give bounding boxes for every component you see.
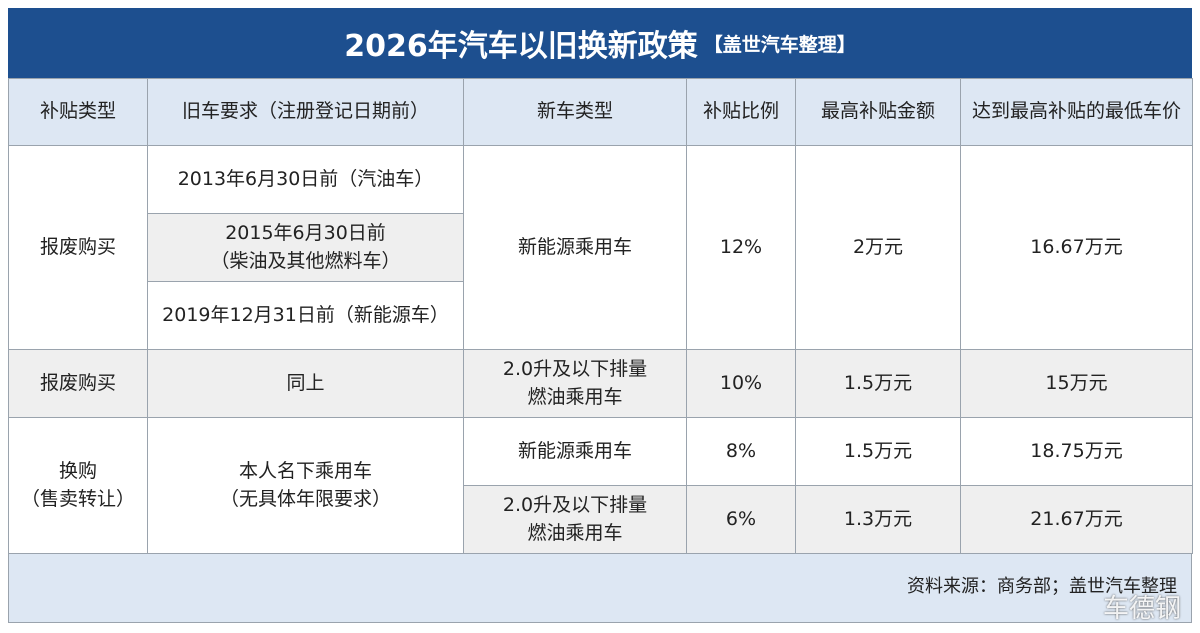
cell: 1.5万元 <box>795 349 961 418</box>
cell: 2013年6月30日前（汽油车） <box>147 145 464 214</box>
cell: 12% <box>686 145 796 350</box>
cell: 16.67万元 <box>960 145 1193 350</box>
header-cell: 补贴类型 <box>8 78 148 146</box>
cell: 报废购买 <box>8 349 148 418</box>
policy-table-card: 2026年汽车以旧换新政策 【盖世汽车整理】 补贴类型 旧车要求（注册登记日期前… <box>8 8 1193 624</box>
row: 换购 （售卖转让） 本人名下乘用车 （无具体年限要求） 新能源乘用车 8% 1.… <box>8 417 1193 554</box>
cell: 10% <box>686 349 796 418</box>
header-cell: 达到最高补贴的最低车价 <box>960 78 1193 146</box>
cell: 2.0升及以下排量 燃油乘用车 <box>463 485 687 554</box>
cell: 2019年12月31日前（新能源车） <box>147 281 464 350</box>
cell: 18.75万元 <box>960 417 1193 486</box>
cell: 新能源乘用车 <box>463 145 687 350</box>
cell: 2015年6月30日前 （柴油及其他燃料车） <box>147 213 464 282</box>
header-row: 补贴类型 旧车要求（注册登记日期前） 新车类型 补贴比例 最高补贴金额 达到最高… <box>8 78 1193 146</box>
cell: 同上 <box>147 349 464 418</box>
title: 2026年汽车以旧换新政策 <box>344 29 698 64</box>
header-cell: 补贴比例 <box>686 78 796 146</box>
header-cell: 旧车要求（注册登记日期前） <box>147 78 464 146</box>
title-bar: 2026年汽车以旧换新政策 【盖世汽车整理】 <box>8 8 1192 78</box>
cell: 21.67万元 <box>960 485 1193 554</box>
footer: 资料来源：商务部；盖世汽车整理 车德钢 <box>8 554 1192 624</box>
cell: 本人名下乘用车 （无具体年限要求） <box>147 417 464 554</box>
row: 2015年6月30日前 （柴油及其他燃料车） <box>9 213 1193 282</box>
cell: 1.3万元 <box>795 485 961 554</box>
row: 2019年12月31日前（新能源车） <box>9 281 1193 350</box>
source: 资料来源：商务部；盖世汽车整理 <box>907 576 1177 597</box>
cell: 15万元 <box>960 349 1193 418</box>
row: 报废购买 2013年6月30日前（汽油车） 新能源乘用车 12% 2万元 16.… <box>8 145 1193 350</box>
cell: 换购 （售卖转让） <box>8 417 148 554</box>
table: 补贴类型 旧车要求（注册登记日期前） 新车类型 补贴比例 最高补贴金额 达到最高… <box>8 78 1193 554</box>
cell: 新能源乘用车 <box>463 417 687 486</box>
cell: 6% <box>686 485 796 554</box>
row: 报废购买 同上 2.0升及以下排量 燃油乘用车 10% 1.5万元 15万元 <box>8 349 1193 418</box>
cell: 8% <box>686 417 796 486</box>
cell: 2.0升及以下排量 燃油乘用车 <box>463 349 687 418</box>
row: 2.0升及以下排量 燃油乘用车 6% 1.3万元 21.67万元 <box>9 485 1193 554</box>
watermark: 车德钢 <box>1102 594 1181 624</box>
title-note: 【盖世汽车整理】 <box>703 33 856 56</box>
header-cell: 新车类型 <box>463 78 687 146</box>
cell: 报废购买 <box>8 145 148 350</box>
cell: 2万元 <box>795 145 961 350</box>
header-cell: 最高补贴金额 <box>795 78 961 146</box>
cell: 1.5万元 <box>795 417 961 486</box>
